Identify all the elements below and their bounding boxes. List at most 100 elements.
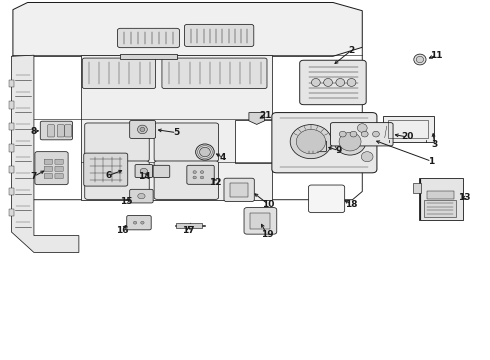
FancyBboxPatch shape [176, 224, 202, 228]
FancyBboxPatch shape [44, 159, 52, 164]
FancyBboxPatch shape [413, 183, 421, 193]
FancyBboxPatch shape [55, 174, 63, 179]
Text: 16: 16 [116, 226, 128, 235]
FancyBboxPatch shape [9, 123, 14, 130]
Text: 1: 1 [429, 157, 435, 166]
Text: 19: 19 [261, 230, 273, 239]
Ellipse shape [140, 127, 145, 132]
FancyBboxPatch shape [383, 116, 434, 142]
FancyBboxPatch shape [272, 113, 377, 173]
FancyBboxPatch shape [130, 121, 156, 138]
Text: 20: 20 [401, 132, 414, 141]
FancyBboxPatch shape [40, 121, 73, 140]
Text: 4: 4 [220, 153, 226, 162]
FancyBboxPatch shape [85, 161, 149, 199]
Ellipse shape [416, 56, 423, 63]
Ellipse shape [336, 78, 344, 86]
Ellipse shape [339, 131, 346, 137]
Text: 10: 10 [262, 200, 274, 209]
FancyBboxPatch shape [230, 183, 248, 197]
Ellipse shape [339, 132, 361, 151]
Ellipse shape [361, 131, 368, 137]
Text: 9: 9 [336, 146, 342, 155]
Ellipse shape [140, 168, 147, 174]
Text: 13: 13 [458, 193, 470, 202]
Text: 8: 8 [31, 127, 37, 136]
Text: 18: 18 [345, 200, 358, 209]
FancyBboxPatch shape [154, 123, 219, 161]
Ellipse shape [347, 78, 356, 86]
FancyBboxPatch shape [250, 213, 270, 229]
FancyBboxPatch shape [9, 188, 14, 195]
FancyBboxPatch shape [85, 123, 149, 161]
Text: 2: 2 [348, 46, 355, 55]
Ellipse shape [196, 144, 214, 160]
FancyBboxPatch shape [55, 166, 63, 171]
Ellipse shape [324, 78, 332, 86]
Polygon shape [249, 113, 265, 125]
Text: 15: 15 [121, 197, 133, 206]
FancyBboxPatch shape [244, 208, 277, 234]
Text: 21: 21 [259, 111, 272, 120]
Ellipse shape [312, 78, 320, 86]
FancyBboxPatch shape [9, 102, 14, 109]
FancyBboxPatch shape [184, 24, 254, 46]
Text: 12: 12 [209, 178, 222, 187]
FancyBboxPatch shape [309, 185, 344, 213]
FancyBboxPatch shape [9, 166, 14, 173]
Ellipse shape [193, 171, 196, 174]
Ellipse shape [414, 54, 426, 65]
Text: 3: 3 [432, 140, 438, 149]
FancyBboxPatch shape [427, 191, 454, 199]
FancyBboxPatch shape [127, 216, 151, 230]
FancyBboxPatch shape [44, 166, 52, 171]
FancyBboxPatch shape [331, 123, 393, 146]
FancyBboxPatch shape [65, 125, 72, 137]
FancyBboxPatch shape [57, 125, 64, 137]
Ellipse shape [138, 193, 145, 199]
Ellipse shape [133, 221, 137, 224]
FancyBboxPatch shape [9, 144, 14, 152]
FancyBboxPatch shape [419, 178, 463, 220]
Ellipse shape [290, 125, 332, 159]
FancyBboxPatch shape [424, 200, 456, 217]
Text: 11: 11 [430, 51, 443, 60]
Ellipse shape [372, 131, 379, 137]
Ellipse shape [334, 128, 366, 155]
Polygon shape [81, 55, 272, 200]
Ellipse shape [361, 152, 373, 162]
Ellipse shape [199, 147, 210, 157]
FancyBboxPatch shape [84, 153, 128, 186]
FancyBboxPatch shape [303, 141, 327, 152]
FancyBboxPatch shape [154, 161, 219, 199]
FancyBboxPatch shape [130, 189, 153, 203]
Text: 5: 5 [173, 128, 180, 137]
FancyBboxPatch shape [9, 80, 14, 87]
FancyBboxPatch shape [120, 54, 177, 59]
Text: 6: 6 [105, 171, 111, 180]
FancyBboxPatch shape [187, 165, 214, 184]
Text: 17: 17 [182, 226, 195, 235]
FancyBboxPatch shape [44, 174, 52, 179]
Ellipse shape [357, 124, 367, 132]
Ellipse shape [138, 125, 147, 134]
Ellipse shape [296, 130, 326, 154]
FancyBboxPatch shape [118, 28, 179, 48]
Ellipse shape [193, 176, 196, 179]
FancyBboxPatch shape [153, 165, 170, 177]
Polygon shape [13, 3, 362, 56]
Text: 14: 14 [139, 172, 151, 181]
Text: 7: 7 [31, 172, 37, 181]
Ellipse shape [200, 171, 204, 174]
FancyBboxPatch shape [48, 125, 54, 137]
FancyBboxPatch shape [82, 58, 156, 89]
Ellipse shape [350, 131, 357, 137]
FancyBboxPatch shape [135, 165, 153, 177]
FancyBboxPatch shape [224, 178, 254, 202]
FancyBboxPatch shape [9, 209, 14, 216]
Ellipse shape [141, 221, 144, 224]
FancyBboxPatch shape [300, 60, 366, 105]
Ellipse shape [200, 176, 204, 179]
Polygon shape [11, 55, 79, 252]
FancyBboxPatch shape [35, 152, 68, 185]
